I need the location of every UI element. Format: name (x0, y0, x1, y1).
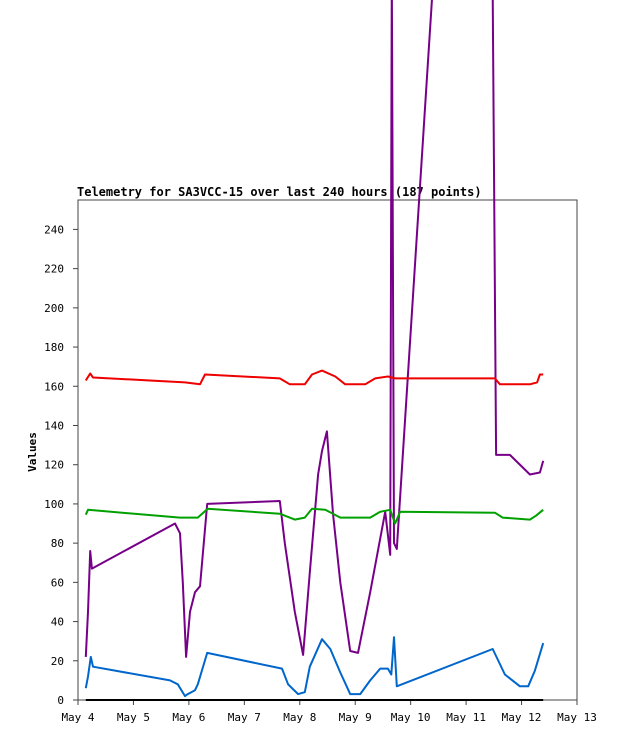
chart-title: Telemetry for SA3VCC-15 over last 240 ho… (77, 185, 482, 199)
y-tick-label: 220 (44, 263, 64, 276)
x-tick-label: May 8 (283, 711, 316, 724)
y-tick-label: 120 (44, 459, 64, 472)
y-tick-label: 40 (51, 616, 64, 629)
x-tick-label: May 5 (117, 711, 150, 724)
y-tick-label: 100 (44, 498, 64, 511)
y-tick-label: 200 (44, 302, 64, 315)
x-tick-label: May 4 (61, 711, 94, 724)
series-line (84, 0, 545, 658)
y-tick-label: 60 (51, 576, 64, 589)
y-tick-label: 20 (51, 655, 64, 668)
x-tick-label: May 6 (172, 711, 205, 724)
y-axis-label: Values (26, 432, 39, 472)
series-line (84, 636, 545, 698)
y-tick-label: 240 (44, 223, 64, 236)
x-tick-label: May 9 (339, 711, 372, 724)
y-tick-label: 160 (44, 380, 64, 393)
series-line (84, 369, 544, 386)
x-tick-label: May 10 (391, 711, 431, 724)
series-line (84, 507, 544, 525)
x-tick-label: May 7 (228, 711, 261, 724)
y-tick-label: 0 (57, 694, 64, 707)
x-tick-label: May 12 (502, 711, 542, 724)
x-tick-label: May 13 (557, 711, 597, 724)
y-tick-label: 140 (44, 419, 64, 432)
x-tick-label: May 11 (446, 711, 486, 724)
y-tick-label: 80 (51, 537, 64, 550)
y-tick-label: 180 (44, 341, 64, 354)
